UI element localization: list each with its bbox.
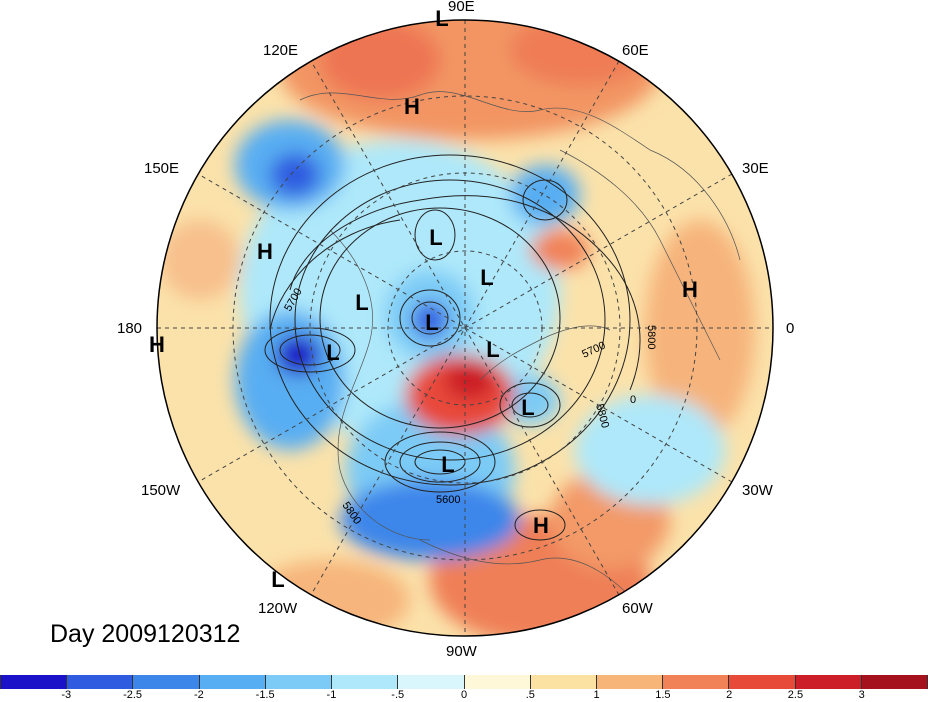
longitude-label-180: 180 <box>117 320 143 337</box>
longitude-label-120w: 120W <box>258 600 298 617</box>
low-pressure-center: L <box>435 6 448 31</box>
colorbar-tick-label: 2 <box>726 689 733 701</box>
low-pressure-center: L <box>425 310 438 335</box>
colorbar-swatch <box>530 675 597 689</box>
height-contours <box>264 154 641 541</box>
contour-label: 5600 <box>436 494 460 506</box>
colorbar-swatch <box>67 675 134 689</box>
low-pressure-center: L <box>480 265 493 290</box>
colorbar-tick-label: -3 <box>61 689 72 701</box>
low-pressure-center: L <box>355 290 368 315</box>
high-pressure-center: H <box>533 513 549 538</box>
colorbar-tick-label: -2 <box>193 689 204 701</box>
colorbar-swatch <box>0 675 68 689</box>
colorbar-tick-label: -1.5 <box>255 689 275 701</box>
low-pressure-center: L <box>441 452 454 477</box>
contour-label: 5800 <box>645 325 657 349</box>
colorbar-swatch <box>398 675 465 689</box>
longitude-label-60w: 60W <box>622 600 653 617</box>
contour-label: 0 <box>630 394 636 406</box>
colorbar-swatch <box>265 675 333 689</box>
colorbar-tick-label: .5 <box>525 689 535 701</box>
colorbar-swatch <box>596 675 664 689</box>
low-pressure-center: L <box>486 337 499 362</box>
coastlines <box>299 91 741 621</box>
longitude-label-30w: 30W <box>742 482 773 499</box>
longitude-label-150e: 150E <box>144 160 180 177</box>
colorbar-swatch <box>729 675 796 689</box>
longitude-label-30e: 30E <box>742 160 769 177</box>
colorbar-tick-label: 2.5 <box>787 689 804 701</box>
colorbar-tick-label: 1.5 <box>655 689 671 701</box>
colorbar-swatch <box>332 675 399 689</box>
graticule <box>157 20 773 636</box>
longitude-label-90w: 90W <box>446 643 477 660</box>
colorbar <box>0 675 928 689</box>
longitude-label-60e: 60E <box>622 42 649 59</box>
colorbar-tick-label: 1 <box>593 689 600 701</box>
longitude-label-90e: 90E <box>448 0 475 15</box>
high-pressure-center: H <box>149 332 165 357</box>
colorbar-swatch <box>663 675 730 689</box>
high-pressure-center: H <box>257 239 273 264</box>
colorbar-swatch <box>861 675 928 689</box>
colorbar-swatch <box>795 675 862 689</box>
colorbar-tick-label: -1 <box>326 689 337 701</box>
map-title: Day 2009120312 <box>50 620 241 648</box>
colorbar-tick-label: -2.5 <box>123 689 143 701</box>
low-pressure-center: L <box>271 567 284 592</box>
colorbar-tick-label: 0 <box>460 689 468 701</box>
colorbar-swatch <box>199 675 266 689</box>
longitude-label-120e: 120E <box>263 42 299 59</box>
low-pressure-center: L <box>326 340 339 365</box>
longitude-label-0: 0 <box>786 320 795 337</box>
colorbar-tick-label: 3 <box>858 689 865 701</box>
high-pressure-center: H <box>682 277 698 302</box>
colorbar-swatch <box>133 675 200 689</box>
pressure-centers: L H L H L L L L L H L H L L H <box>149 6 698 592</box>
low-pressure-center: L <box>429 225 442 250</box>
map-boundary <box>156 19 774 637</box>
colorbar-swatch <box>464 675 531 689</box>
colorbar-tick-label: -.5 <box>391 689 405 701</box>
longitude-label-150w: 150W <box>141 482 181 499</box>
high-pressure-center: H <box>404 94 420 119</box>
low-pressure-center: L <box>521 395 534 420</box>
